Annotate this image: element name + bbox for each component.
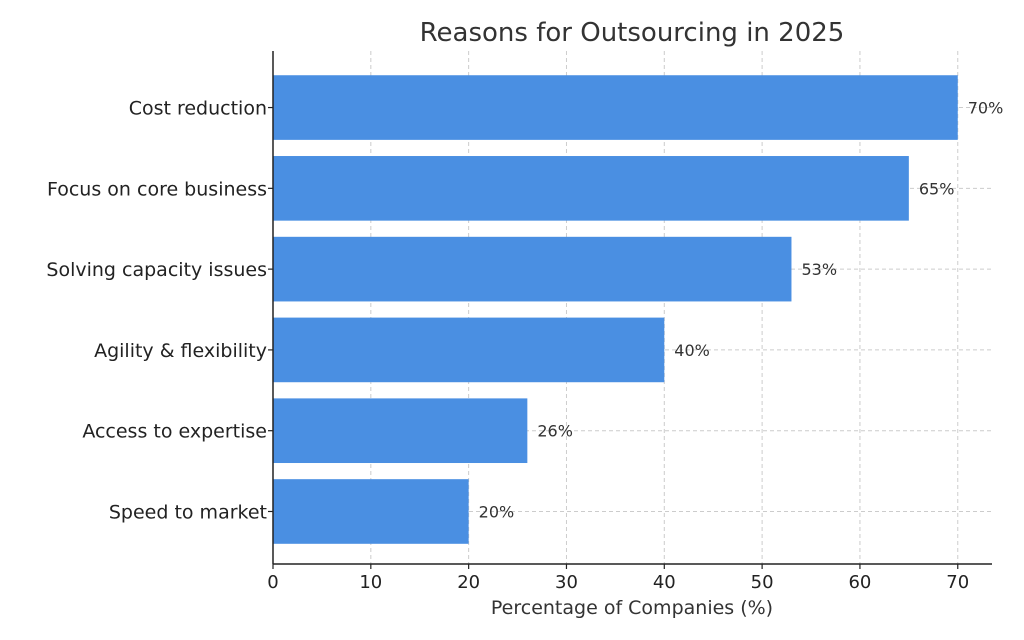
x-tick-label: 50	[751, 572, 774, 593]
x-tick-label: 0	[267, 572, 278, 593]
x-tick-label: 40	[653, 572, 676, 593]
x-tick-label: 70	[946, 572, 969, 593]
bar-value-label: 20%	[479, 502, 515, 521]
x-axis-ticks: 0 10 20 30 40 50 60 70	[267, 106, 969, 593]
bar	[273, 479, 469, 544]
category-label: Cost reduction	[129, 98, 267, 120]
bar-value-label: 53%	[801, 260, 837, 279]
bar	[273, 236, 792, 302]
bar-value-label: 26%	[537, 422, 573, 441]
bar-value-label: 65%	[919, 179, 955, 198]
bars	[273, 75, 958, 544]
category-label: Focus on core business	[47, 178, 267, 200]
bar	[273, 75, 958, 140]
category-label: Access to expertise	[82, 421, 267, 443]
x-tick-label: 20	[457, 572, 480, 593]
category-labels: Cost reduction Focus on core business Solv…	[46, 98, 267, 524]
x-tick-label: 60	[848, 572, 871, 593]
bar-value-label: 40%	[674, 341, 710, 360]
category-label: Agility & flexibility	[94, 340, 267, 362]
category-label: Speed to market	[109, 501, 267, 523]
value-labels: 70% 65% 53% 40% 26% 20%	[479, 99, 1004, 522]
x-tick-label: 10	[359, 572, 382, 593]
chart-title: Reasons for Outsourcing in 2025	[420, 18, 845, 48]
bar	[273, 317, 665, 383]
category-label: Solving capacity issues	[46, 259, 267, 281]
bar	[273, 398, 528, 464]
x-axis-label: Percentage of Companies (%)	[491, 597, 773, 619]
bar	[273, 156, 909, 221]
bar-value-label: 70%	[968, 99, 1004, 118]
x-tick-label: 30	[555, 572, 578, 593]
